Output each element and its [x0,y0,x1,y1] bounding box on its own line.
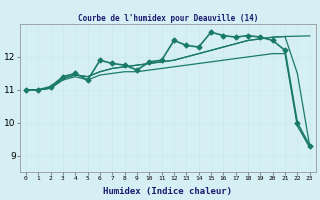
Title: Courbe de l'humidex pour Deauville (14): Courbe de l'humidex pour Deauville (14) [78,14,258,23]
X-axis label: Humidex (Indice chaleur): Humidex (Indice chaleur) [103,187,232,196]
